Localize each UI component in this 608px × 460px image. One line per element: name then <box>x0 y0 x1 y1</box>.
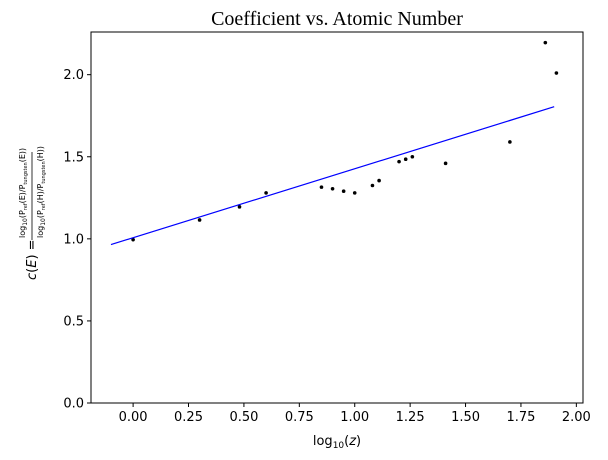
data-point <box>319 185 324 189</box>
data-point <box>341 189 346 194</box>
axes-frame <box>90 31 584 404</box>
data-point <box>443 161 448 166</box>
svg-text:c(E) =: c(E) = <box>25 239 40 280</box>
data-point <box>237 205 242 209</box>
chart-title: Coefficient vs. Atomic Number <box>211 8 463 30</box>
x-tick-label: 1.75 <box>506 410 535 425</box>
data-point <box>403 157 408 162</box>
plot-area <box>110 40 559 246</box>
y-tick-label: 1.5 <box>63 150 84 165</box>
data-point <box>543 40 548 45</box>
x-tick-label: 2.00 <box>562 410 591 425</box>
data-point <box>554 71 559 75</box>
ticks: 0.00 0.25 0.50 0.75 1.00 1.25 1.50 1.75 2.00 0.0 0… <box>63 68 591 425</box>
svg-text:log10(Pref(H)/Ptungsten(H)): log10(Pref(H)/Ptungsten(H)) <box>36 146 47 238</box>
x-tick-label: 1.50 <box>451 410 480 425</box>
fit-line <box>110 106 555 246</box>
x-tick-label: 0.00 <box>119 410 148 425</box>
x-axis-label: log10(z) <box>313 434 361 451</box>
data-point <box>352 191 357 195</box>
x-tick-label: 0.75 <box>285 410 314 425</box>
data-point <box>377 178 381 183</box>
data-point <box>131 237 135 242</box>
x-tick-label: 1.00 <box>340 410 369 425</box>
data-point <box>264 191 268 195</box>
data-point <box>397 159 401 164</box>
y-tick-label: 0.0 <box>63 397 84 412</box>
data-point <box>197 218 202 222</box>
data-point <box>330 186 335 191</box>
svg-text:log10(Pref(E)/Ptungsten(E)): log10(Pref(E)/Ptungsten(E)) <box>18 148 29 238</box>
x-tick-label: 0.50 <box>229 410 258 425</box>
y-tick-label: 1.0 <box>63 232 84 247</box>
x-tick-label: 0.25 <box>174 410 203 425</box>
x-tick-label: 1.25 <box>396 410 425 425</box>
y-axis-label: c(E) = log10(Pref(E)/Ptungsten(E)) log10… <box>18 146 47 280</box>
y-tick-label: 2.0 <box>63 68 84 83</box>
data-point <box>508 140 512 144</box>
data-point <box>410 154 415 159</box>
y-tick-label: 0.5 <box>63 314 84 329</box>
data-point <box>370 183 375 188</box>
